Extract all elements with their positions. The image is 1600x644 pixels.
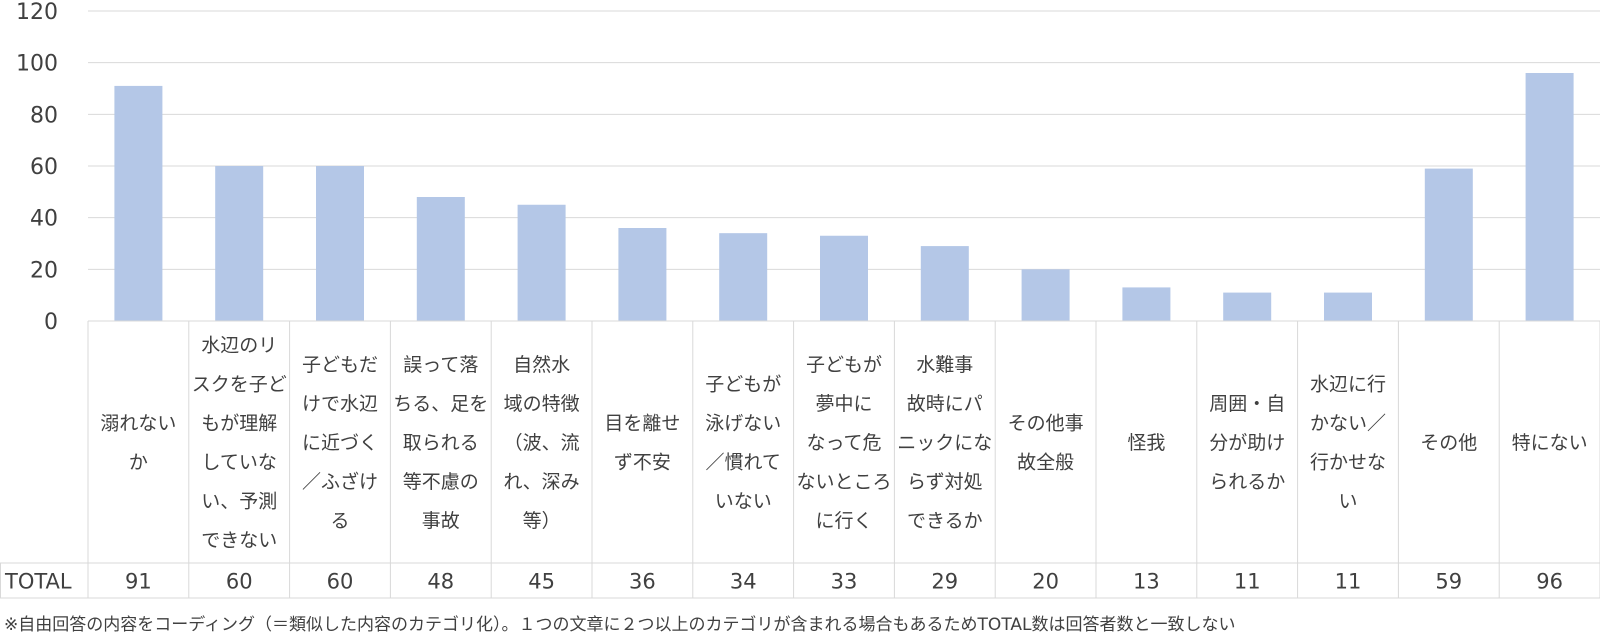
bar: [1021, 269, 1070, 321]
category-label: その他: [1420, 432, 1477, 454]
data-value-label: 96: [1536, 570, 1563, 594]
bar: [719, 233, 768, 321]
data-value-label: 33: [831, 570, 858, 594]
bar: [920, 246, 969, 321]
bar: [1122, 287, 1171, 321]
bar: [618, 228, 667, 321]
y-tick-label: 60: [30, 155, 58, 180]
category-label: 目を離せず不安: [604, 413, 680, 474]
category-label: 自然水域の特徴（波、流れ、深み等）: [503, 354, 579, 532]
y-tick-label: 100: [16, 52, 58, 77]
data-value-label: 45: [528, 570, 555, 594]
data-value-label: 36: [629, 570, 656, 594]
category-label: 水難事故時にパニックにならず対処できるか: [897, 354, 992, 532]
category-label: その他事故全般: [1008, 413, 1084, 474]
category-label: 特にない: [1512, 432, 1588, 454]
bar: [416, 197, 465, 321]
bar: [1324, 292, 1372, 321]
data-value-label: 48: [427, 570, 454, 594]
bar: [316, 166, 364, 321]
category-label: 水辺のリスクを子どもが理解していない、予測できない: [192, 335, 287, 552]
category-label: 子どもが夢中になって危ないところに行く: [796, 354, 891, 532]
y-tick-label: 0: [44, 310, 58, 335]
data-value-label: 13: [1133, 570, 1160, 594]
table-row-label: TOTAL: [4, 570, 72, 594]
category-label: 誤って落ちる、足を取られる等不慮の事故: [393, 354, 488, 532]
y-tick-label: 80: [30, 103, 58, 128]
data-value-label: 59: [1435, 570, 1462, 594]
data-value-label: 11: [1234, 570, 1261, 594]
bar: [1223, 292, 1272, 321]
category-label: 周囲・自分が助けられるか: [1209, 393, 1285, 493]
footnote: ※自由回答の内容をコーディング（＝類似した内容のカテゴリ化）。１つの文章に２つ以…: [4, 615, 1236, 635]
data-value-label: 11: [1335, 570, 1362, 594]
category-label: 子どもだけで水辺に近づく／ふざける: [302, 354, 378, 532]
category-label: 怪我: [1127, 432, 1165, 454]
data-value-label: 20: [1032, 570, 1059, 594]
data-value-label: 29: [931, 570, 958, 594]
bar: [820, 235, 868, 321]
category-label: 子どもが泳げない／慣れていない: [705, 374, 781, 513]
bar: [215, 166, 264, 321]
data-value-label: 34: [730, 570, 757, 594]
y-tick-label: 40: [30, 207, 58, 232]
y-tick-label: 20: [30, 258, 58, 283]
bar: [114, 85, 163, 322]
data-value-label: 60: [226, 570, 253, 594]
category-label: 水辺に行かない／行かせない: [1310, 374, 1386, 513]
bar: [1525, 73, 1574, 321]
data-value-label: 60: [327, 570, 354, 594]
y-tick-label: 120: [16, 0, 58, 25]
bar: [1424, 168, 1473, 321]
data-value-label: 91: [125, 570, 152, 594]
category-label: 溺れないか: [100, 413, 176, 474]
bar: [517, 204, 566, 321]
